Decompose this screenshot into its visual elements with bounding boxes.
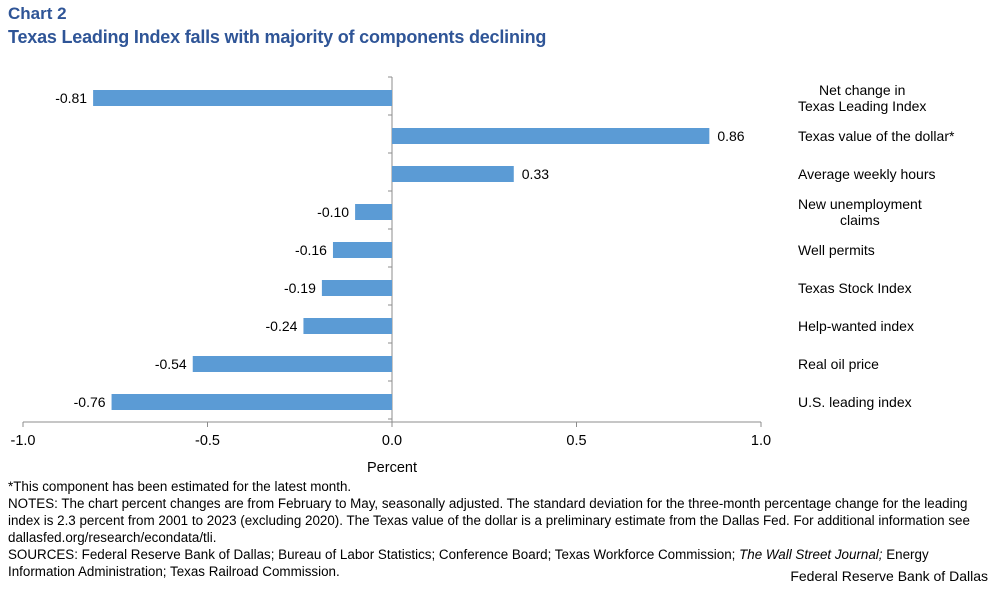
- category-label: Texas Stock Index: [798, 280, 912, 296]
- category-label: U.S. leading index: [798, 394, 912, 410]
- bar: [93, 90, 393, 106]
- bar: [355, 204, 392, 220]
- chart-title: Texas Leading Index falls with majority …: [8, 27, 547, 47]
- category-label: Help-wanted index: [798, 318, 914, 334]
- sources-italic: The Wall Street Journal;: [739, 547, 883, 562]
- bar: [392, 128, 710, 144]
- data-label: -0.54: [155, 356, 187, 372]
- data-label: 0.86: [717, 128, 744, 144]
- category-label-line: Texas Leading Index: [798, 98, 926, 114]
- category-label: Average weekly hours: [798, 166, 935, 182]
- category-label: Well permits: [798, 242, 875, 258]
- sources-prefix: SOURCES: Federal Reserve Bank of Dallas;…: [8, 547, 740, 562]
- notes-text: NOTES: The chart percent changes are fro…: [8, 496, 970, 545]
- bar: [321, 280, 392, 296]
- category-label-line: claims: [840, 212, 880, 228]
- source-credit: Federal Reserve Bank of Dallas: [790, 568, 988, 584]
- category-label: Real oil price: [798, 356, 879, 372]
- sources-suffix: Energy Information Administration; Texas…: [8, 547, 929, 579]
- data-label: -0.16: [295, 242, 327, 258]
- category-label: Texas value of the dollar*: [798, 128, 955, 144]
- category-label-line: New unemployment: [798, 196, 922, 212]
- data-label: -0.24: [266, 318, 298, 334]
- bar: [192, 356, 392, 372]
- category-label: Net change in Texas Leading Index: [798, 82, 926, 114]
- x-tick-label: -0.5: [195, 433, 220, 449]
- category-label: New unemployment claims: [798, 196, 922, 228]
- category-label-line: U.S. leading index: [798, 394, 912, 410]
- sources-text: SOURCES: Federal Reserve Bank of Dallas;…: [8, 546, 988, 580]
- x-tick-label: 0.0: [382, 433, 402, 449]
- x-tick-label: 0.5: [566, 433, 586, 449]
- data-label: -0.81: [55, 90, 87, 106]
- category-label-line: Texas Stock Index: [798, 280, 912, 296]
- category-label-line: Average weekly hours: [798, 166, 935, 182]
- category-label-line: Real oil price: [798, 356, 879, 372]
- bar-chart: -1.0 -0.5 0.0 0.5 1.0 Percent -0.81 Net change …: [11, 76, 955, 476]
- category-label-line: Texas value of the dollar*: [798, 128, 955, 144]
- x-tick-label: -1.0: [11, 433, 36, 449]
- chart-number: Chart 2: [8, 4, 67, 23]
- bar: [303, 318, 392, 334]
- category-label-line: Well permits: [798, 242, 875, 258]
- x-axis-title: Percent: [367, 460, 417, 476]
- bar: [392, 166, 514, 182]
- footnote: *This component has been estimated for t…: [8, 479, 352, 494]
- data-label: 0.33: [522, 166, 549, 182]
- category-label-line: Net change in: [819, 82, 905, 98]
- category-label-line: Help-wanted index: [798, 318, 914, 334]
- bar: [111, 394, 392, 410]
- data-label: -0.76: [74, 394, 106, 410]
- data-label: -0.10: [317, 204, 349, 220]
- notes-block: *This component has been estimated for t…: [8, 478, 988, 580]
- x-tick-label: 1.0: [751, 433, 771, 449]
- bar: [332, 242, 392, 258]
- data-label: -0.19: [284, 280, 316, 296]
